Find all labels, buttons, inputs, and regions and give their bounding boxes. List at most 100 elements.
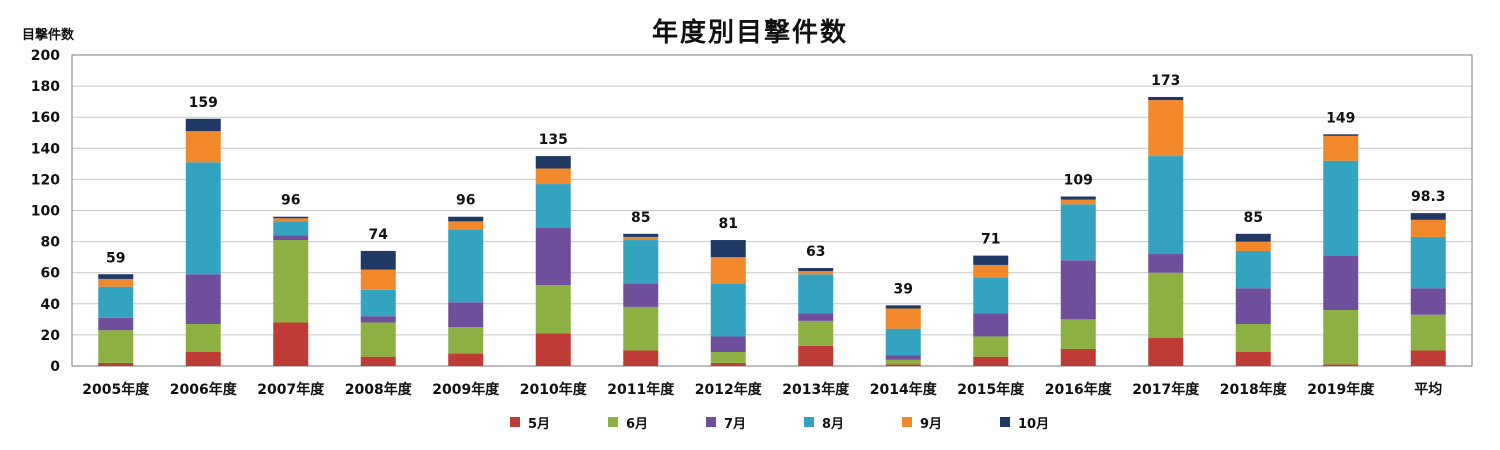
x-tick-label: 2011年度 — [607, 381, 675, 398]
data-label-total: 71 — [981, 232, 1000, 248]
bar-segment — [1410, 288, 1446, 315]
x-tick-label: 2005年度 — [82, 381, 150, 398]
bar-segment — [185, 324, 221, 353]
bar-segment — [448, 229, 484, 303]
y-tick-label: 140 — [31, 141, 60, 157]
legend-swatch — [706, 417, 716, 427]
data-label-total: 96 — [281, 193, 300, 209]
bar-segment — [185, 162, 221, 275]
legend-swatch — [608, 417, 618, 427]
bar-segment — [973, 255, 1009, 265]
bar-segment — [535, 184, 571, 228]
legend-label: 7月 — [724, 416, 747, 432]
bar-segment — [360, 316, 396, 323]
plot-area — [71, 54, 1473, 367]
y-tick-label: 200 — [31, 48, 60, 64]
chart-title: 年度別目撃件数 — [651, 18, 848, 48]
bar-segment — [798, 345, 834, 366]
bar-segment — [798, 271, 834, 275]
legend-item: 10月 — [1000, 412, 1049, 432]
bar-segment — [360, 250, 396, 270]
bar-segment — [623, 350, 659, 366]
bar-segment — [273, 221, 309, 236]
bar-segment — [1323, 135, 1359, 161]
bar-segment — [1323, 134, 1359, 136]
legend-swatch — [510, 417, 520, 427]
bar-segment — [1148, 96, 1184, 101]
x-tick-label: 2009年度 — [432, 381, 500, 398]
bar-segment — [1235, 352, 1271, 366]
bar-segment — [710, 240, 746, 258]
bar-segment — [1148, 254, 1184, 273]
legend-label: 5月 — [528, 416, 551, 432]
bar-segment — [448, 216, 484, 222]
bar-segment — [973, 356, 1009, 366]
bar-segment — [623, 236, 659, 241]
bar-segment — [98, 317, 134, 331]
bar-segment — [360, 269, 396, 290]
bar-segment — [273, 240, 309, 323]
bar-segment — [1410, 314, 1446, 351]
x-tick-label: 2007年度 — [257, 381, 325, 398]
bar-segment — [535, 285, 571, 334]
bar-segment — [448, 221, 484, 230]
data-label-total: 173 — [1151, 73, 1180, 89]
bar-segment — [1235, 324, 1271, 353]
bar-segment — [973, 264, 1009, 278]
bar-segment — [885, 359, 921, 365]
bar-segment — [1060, 260, 1096, 320]
bar-segment — [360, 356, 396, 366]
data-label-total: 109 — [1064, 173, 1093, 189]
bar-segment — [798, 313, 834, 321]
bar-segment — [973, 336, 1009, 357]
legend-label: 6月 — [626, 416, 649, 432]
data-label-total: 149 — [1326, 110, 1355, 126]
bar-segment — [1060, 196, 1096, 200]
x-tick-label: 2016年度 — [1045, 381, 1113, 398]
legend-swatch — [902, 417, 912, 427]
x-tick-label: 平均 — [1414, 381, 1442, 398]
bar-segment — [98, 278, 134, 287]
x-tick-label: 2017年度 — [1132, 381, 1200, 398]
bar-segment — [185, 352, 221, 366]
bar-segment — [273, 216, 309, 219]
bar-segment — [185, 274, 221, 325]
bar-segment — [623, 233, 659, 237]
bar-segment — [1060, 199, 1096, 205]
x-tick-label: 2013年度 — [782, 381, 850, 398]
data-label-total: 85 — [631, 210, 650, 226]
bar-segment — [1323, 160, 1359, 256]
data-label-total: 39 — [894, 281, 913, 297]
data-label-total: 98.3 — [1411, 189, 1446, 205]
bar-segment — [448, 353, 484, 366]
data-label-total: 96 — [456, 193, 475, 209]
bar-segment — [535, 333, 571, 366]
bar-segment — [623, 283, 659, 307]
bar-segment — [1323, 255, 1359, 311]
y-tick-label: 120 — [31, 172, 60, 188]
bar-segment — [885, 364, 921, 366]
legend-label: 8月 — [822, 416, 845, 432]
bar-segment — [1410, 219, 1446, 237]
data-label-total: 59 — [106, 250, 125, 266]
bar-segment — [710, 352, 746, 363]
bar-segment — [273, 235, 309, 241]
bar-segment — [360, 289, 396, 317]
y-tick-label: 60 — [41, 266, 61, 282]
bar-segment — [885, 328, 921, 356]
bar-segment — [623, 306, 659, 351]
bar-segment — [1235, 250, 1271, 289]
bar-segment — [1148, 156, 1184, 255]
data-label-total: 63 — [806, 244, 825, 260]
bar-segment — [710, 362, 746, 366]
bar-segment — [623, 240, 659, 284]
legend-swatch — [1000, 417, 1010, 427]
y-tick-label: 0 — [50, 359, 60, 375]
y-tick-label: 180 — [31, 79, 60, 95]
legend-item: 8月 — [804, 412, 844, 432]
x-tick-label: 2018年度 — [1220, 381, 1288, 398]
bar-segment — [973, 277, 1009, 314]
x-tick-label: 2008年度 — [345, 381, 413, 398]
x-tick-label: 2012年度 — [695, 381, 763, 398]
data-label-total: 159 — [189, 95, 218, 111]
